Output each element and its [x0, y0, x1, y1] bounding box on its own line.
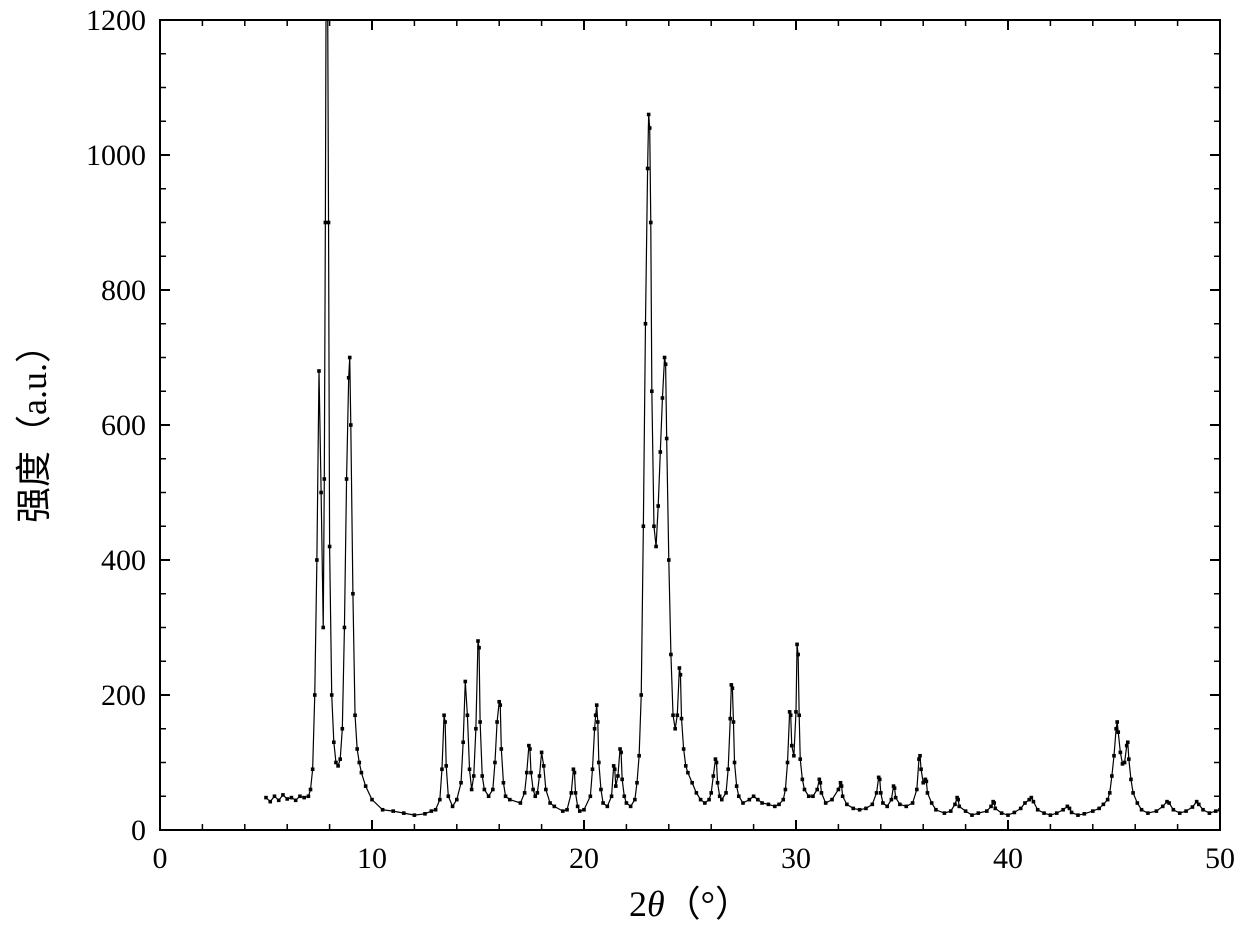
y-tick-label: 600 — [101, 409, 146, 442]
y-axis-label: 强度（a.u.） — [14, 327, 54, 523]
x-axis-label: 2θ（°） — [629, 884, 751, 924]
y-tick-label: 0 — [131, 814, 146, 847]
y-tick-label: 1000 — [86, 139, 146, 172]
y-tick-label: 800 — [101, 274, 146, 307]
y-tick-label: 200 — [101, 679, 146, 712]
x-tick-label: 0 — [153, 842, 168, 875]
x-tick-label: 40 — [993, 842, 1023, 875]
xrd-chart: 0 10 20 30 40 50 0 200 400 600 800 1000 1200 强度（a.u.）… — [0, 0, 1240, 927]
x-tick-label: 10 — [357, 842, 387, 875]
x-tick-label: 30 — [781, 842, 811, 875]
y-tick-label: 1200 — [86, 4, 146, 37]
x-tick-label: 50 — [1205, 842, 1235, 875]
y-tick-label: 400 — [101, 544, 146, 577]
x-tick-label: 20 — [569, 842, 599, 875]
